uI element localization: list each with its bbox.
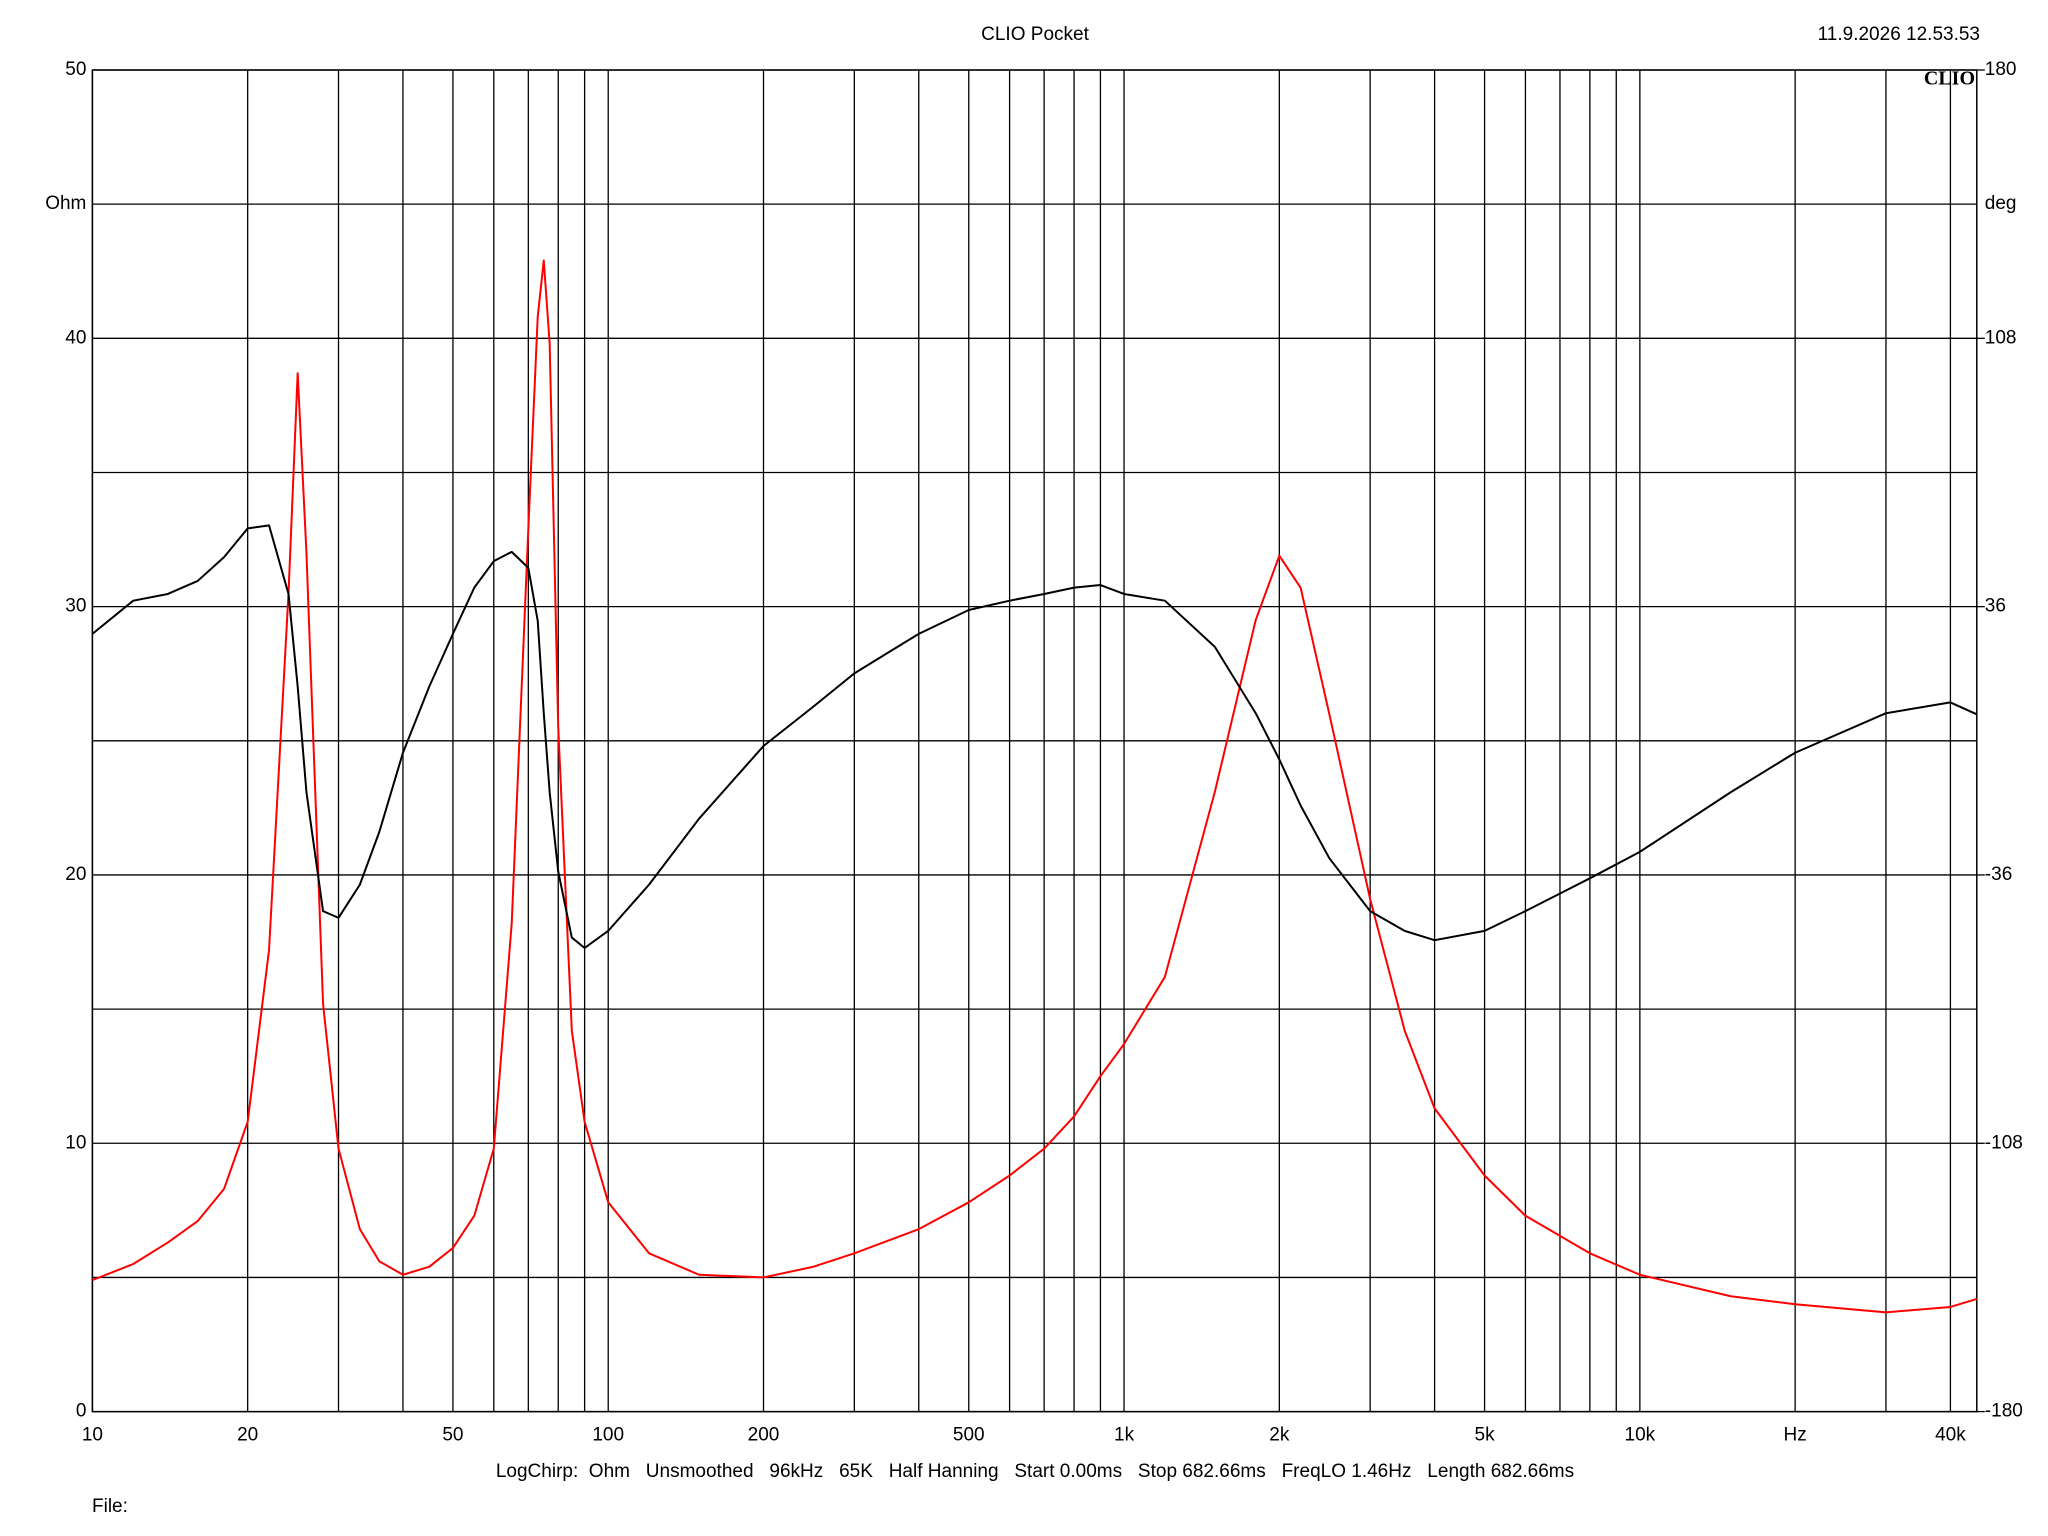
series-line	[91, 524, 1978, 949]
file-label: File:	[92, 1496, 128, 1517]
y2-tick-label: -180	[1985, 1401, 2023, 1422]
x-tick-label: 20	[237, 1425, 258, 1446]
y2-tick-label: 180	[1985, 59, 2017, 80]
x-tick-label: 5k	[1475, 1425, 1496, 1446]
x-tick-label: 10	[82, 1425, 103, 1446]
y2-tick-label: -108	[1985, 1132, 2023, 1153]
y-tick-label: 30	[65, 596, 86, 617]
chart-title: CLIO Pocket	[981, 24, 1089, 45]
x-tick-label: 10k	[1625, 1425, 1656, 1446]
y2-tick-label: 36	[1985, 596, 2006, 617]
y-tick-label: 10	[65, 1132, 86, 1153]
x-tick-label: 50	[442, 1425, 463, 1446]
y-tick-label: 20	[65, 864, 86, 885]
x-tick-label: 100	[592, 1425, 624, 1446]
logo: CLIO	[1924, 68, 1975, 90]
y-tick-label: 40	[65, 327, 86, 348]
timestamp: 11.9.2026 12.53.53	[1818, 24, 1980, 45]
y-axis-label: Ohm	[45, 193, 86, 214]
y2-tick-label: -36	[1985, 864, 2012, 885]
x-tick-label: 40k	[1935, 1425, 1966, 1446]
x-tick-label: 500	[953, 1425, 985, 1446]
x-tick-label: Hz	[1784, 1425, 1807, 1446]
series-line	[92, 259, 1978, 1314]
y2-tick-label: 108	[1985, 327, 2017, 348]
y2-axis-label: deg	[1985, 193, 2017, 214]
y-tick-label: 0	[76, 1401, 87, 1422]
x-tick-label: 200	[748, 1425, 780, 1446]
plot-frame	[91, 69, 1978, 1413]
y-tick-label: 50	[65, 59, 86, 80]
footer: LogChirp: Ohm Unsmoothed 96kHz 65K Half …	[496, 1461, 1574, 1482]
x-tick-label: 1k	[1114, 1425, 1135, 1446]
x-tick-label: 2k	[1269, 1425, 1290, 1446]
